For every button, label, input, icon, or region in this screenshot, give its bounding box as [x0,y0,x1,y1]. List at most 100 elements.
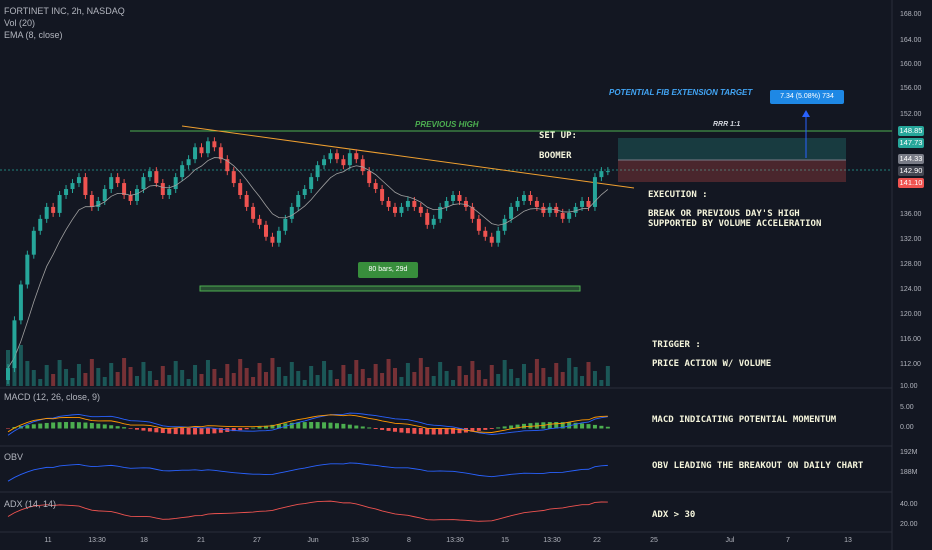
volume-bars [6,336,610,386]
macd-histogram-bar [509,425,514,429]
macd-histogram-bar [173,428,178,435]
macd-histogram-bar [592,424,597,429]
macd-histogram-bar [405,428,410,434]
volume-bar [180,370,185,386]
candle [373,183,378,190]
candle [12,320,17,369]
adx-line [7,500,608,522]
volume-bar [412,372,417,386]
macd-histogram-bar [57,422,62,429]
macd-histogram-bar [470,428,475,432]
candle [225,159,230,172]
candle [167,189,172,195]
volume-bar [64,369,69,386]
volume-bar [18,345,23,386]
macd-histogram-bar [502,426,507,429]
candle [57,195,62,213]
volume-bar [573,367,578,386]
volume-bar [509,369,514,386]
volume-bar [334,379,339,386]
volume-bar [96,368,101,386]
candle [457,195,462,201]
price-label-148-85: 148.85 [898,126,924,136]
volume-bar [502,360,507,386]
macd-histogram-bar [444,428,449,435]
candle [122,183,127,195]
rrr-label: RRR 1:1 [713,121,741,128]
volume-bar [128,367,133,386]
macd-histogram-bar [44,422,49,429]
candle [270,236,275,243]
macd-histogram-bar [496,427,501,429]
volume-bar [296,371,301,386]
trendline [181,125,635,189]
macd-histogram-bar [180,428,185,435]
macd-histogram-bar [431,428,436,435]
date-tick: 13 [844,537,852,544]
fib-target-label: POTENTIAL FIB EXTENSION TARGET [609,88,753,97]
execution-line1: BREAK OR PREVIOUS DAY'S HIGH [648,209,800,219]
macd-histogram-bar [296,422,301,429]
candle [412,200,417,207]
macd-histogram-bar [160,428,165,434]
candle [341,159,346,166]
candle [128,195,133,201]
ema-legend[interactable]: EMA (8, close) [4,30,63,40]
volume-bar [470,361,475,386]
previous-high-label: PREVIOUS HIGH [415,120,479,129]
macd-histogram-bar [302,422,307,429]
volume-bar [367,378,372,386]
macd-legend[interactable]: MACD (12, 26, close, 9) [4,392,101,402]
symbol-title[interactable]: FORTINET INC, 2h, NASDAQ [4,6,125,16]
macd-histogram-bar [438,428,443,435]
macd-histogram-bar [122,427,127,429]
volume-bar [489,365,494,386]
candle [257,218,262,225]
date-tick: 13:30 [351,537,369,544]
candle [147,171,152,178]
macd-histogram-bar [205,428,210,434]
candle [605,171,610,173]
volume-bar [6,350,10,386]
candle [444,200,449,207]
range-box: 80 bars, 29d [358,262,418,278]
candle [44,206,49,219]
macd-histogram-bar [412,428,417,434]
macd-histogram-bar [96,423,101,429]
candle [83,177,88,195]
macd-histogram-bar [347,424,352,429]
volume-bar [141,362,146,386]
volume-bar [528,373,533,386]
volume-bar [193,365,198,386]
volume-bar [109,363,114,386]
obv-pane [7,462,608,482]
volume-bar [560,372,565,386]
candle [399,206,404,213]
obv-legend[interactable]: OBV [4,452,24,462]
volume-bar [463,375,468,386]
volume-bar [38,379,43,386]
range-bar [199,285,581,292]
candle [96,200,101,207]
volume-bar [425,367,430,386]
candle [25,254,30,285]
date-tick: Jul [725,537,735,544]
macd-note: MACD INDICATING POTENTIAL MOMENTUM [652,415,837,425]
candle [496,230,501,243]
candle [328,153,333,160]
volume-bar [289,362,294,386]
macd-histogram-bar [25,425,30,429]
volume-bar [12,336,17,386]
vol-legend[interactable]: Vol (20) [4,18,36,28]
macd-histogram-bar [76,422,81,429]
volume-bar [515,378,520,386]
macd-histogram-bar [141,428,146,431]
candle [547,206,552,213]
candle [276,230,281,243]
adx-legend[interactable]: ADX (14, 14) [4,499,57,509]
price-tick: 124.00 [900,286,922,293]
macd-histogram-bar [328,422,333,429]
date-tick: 13:30 [446,537,464,544]
volume-bar [31,370,36,386]
